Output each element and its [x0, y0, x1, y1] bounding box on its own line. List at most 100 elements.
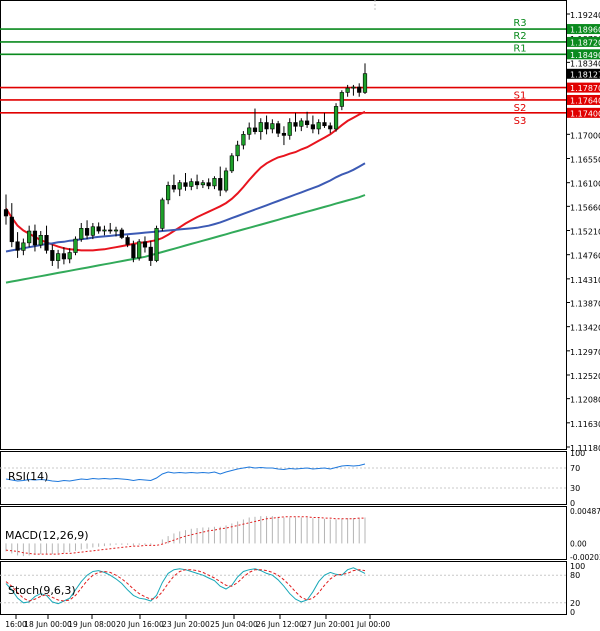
candle-body: [177, 182, 182, 190]
candle-body: [183, 182, 188, 187]
candle-body: [200, 182, 205, 186]
stoch-tick-label: 0: [570, 608, 575, 617]
level-price-box: [567, 94, 600, 105]
stoch-tick-label: 80: [570, 571, 580, 580]
candle-body: [287, 122, 292, 136]
candle-body: [189, 181, 194, 187]
candle-body: [32, 230, 38, 246]
candle-body: [299, 120, 304, 127]
candle-body: [241, 134, 246, 146]
candle-body: [194, 181, 200, 186]
candle-body: [67, 252, 72, 260]
rsi-layer: 100 70 30 0: [0, 449, 585, 508]
stoch-tick-label: 100: [570, 562, 585, 571]
macd-tick-label: -0.002037: [570, 553, 600, 562]
price-tick-label: 1.19240: [570, 11, 600, 20]
candle-body: [27, 230, 32, 244]
candle-body: [9, 216, 14, 243]
candle-body: [252, 127, 258, 132]
candle-body: [357, 86, 362, 93]
level-name-r3: R3: [513, 18, 526, 29]
rsi-pane[interactable]: [0, 451, 567, 505]
candle-body: [79, 228, 84, 240]
candle-body: [328, 125, 333, 130]
price-tick-label: 1.16550: [570, 156, 600, 165]
price-tick-label: 1.17000: [570, 131, 600, 140]
stoch-signal-line: [5, 569, 366, 602]
candle-body: [154, 228, 159, 261]
time-tick-label: 20 Jun 16:00: [116, 620, 164, 629]
level-price-label: 1.17400: [570, 109, 600, 118]
price-tick-label: 1.12970: [570, 348, 600, 357]
macd-tick-label: 0.00: [570, 539, 587, 548]
candle-body: [322, 122, 327, 127]
candle-body: [345, 87, 350, 93]
candle-body: [351, 86, 356, 89]
level-labels-layer: R3 1.18960 R2 1.18720 R1 1.18490 S1 1.17870 S2 1.…: [513, 18, 600, 127]
price-pane[interactable]: [0, 0, 567, 450]
rsi-line: [5, 463, 366, 483]
candle-body: [96, 226, 101, 232]
candle-body: [206, 182, 211, 187]
time-tick-label: 23 Jun 20:00: [162, 620, 210, 629]
candle-body: [125, 237, 130, 245]
macd-signal-line: [5, 516, 365, 555]
price-tick-label: 1.14760: [570, 252, 600, 261]
rsi-label: RSI(14): [8, 470, 48, 483]
stoch-tick-label: 20: [570, 599, 580, 608]
stoch-pane[interactable]: [0, 561, 567, 615]
level-name-s3: S3: [514, 116, 527, 127]
candle-body: [15, 241, 20, 251]
support-resistance-layer: [0, 28, 566, 114]
candle-body: [137, 241, 142, 259]
level-price-label: 1.17640: [570, 96, 600, 105]
price-tick-label: 1.14310: [570, 276, 600, 285]
stoch-label: Stoch(9,6,3): [8, 584, 76, 597]
candle-body: [264, 122, 269, 130]
level-price-label: 1.18490: [570, 51, 600, 60]
candle-body: [212, 178, 217, 187]
candle-body: [310, 124, 315, 130]
level-price-box: [567, 36, 600, 47]
time-tick-label: 25 Jun 04:00: [210, 620, 258, 629]
candle-body: [171, 185, 177, 190]
candle-body: [160, 199, 165, 229]
price-tick-label: 1.16100: [570, 180, 600, 189]
time-tick-label: 16:00: [5, 620, 27, 629]
candle-body: [108, 229, 113, 232]
level-price-box: [567, 49, 600, 60]
time-tick-label: 27 Jun 20:00: [302, 620, 350, 629]
candle-body: [90, 226, 95, 236]
candle-body: [333, 106, 339, 130]
level-name-s1: S1: [514, 91, 527, 102]
candle-body: [61, 253, 67, 260]
candle-body: [276, 123, 281, 134]
time-tick-label: 1 Jul 00:00: [350, 620, 390, 629]
price-tick-label: 1.15210: [570, 228, 600, 237]
candle-body: [50, 250, 55, 261]
level-name-s2: S2: [514, 103, 527, 114]
price-tick-label: 1.11180: [570, 444, 600, 453]
candle-body: [131, 244, 136, 259]
candle-body: [3, 209, 9, 217]
candle-body: [119, 229, 124, 238]
rsi-tick-label: 0: [570, 499, 575, 508]
candle-body: [258, 122, 263, 132]
current-price-label: 1.18127: [570, 70, 600, 79]
ma-line-0: [5, 110, 366, 252]
candle-body: [304, 120, 310, 125]
price-tick-label: 1.11630: [570, 420, 600, 429]
candle-body: [44, 235, 49, 251]
candle-body: [38, 235, 43, 246]
candle-body: [84, 228, 90, 236]
macd-layer: 0.00487 0.00 -0.002037: [5, 507, 600, 562]
ma-line-1: [5, 162, 366, 253]
candle-body: [270, 123, 275, 130]
level-price-label: 1.18960: [570, 26, 600, 35]
candle-body: [218, 178, 223, 191]
level-price-label: 1.18720: [570, 38, 600, 47]
current-price-box: [567, 68, 600, 79]
